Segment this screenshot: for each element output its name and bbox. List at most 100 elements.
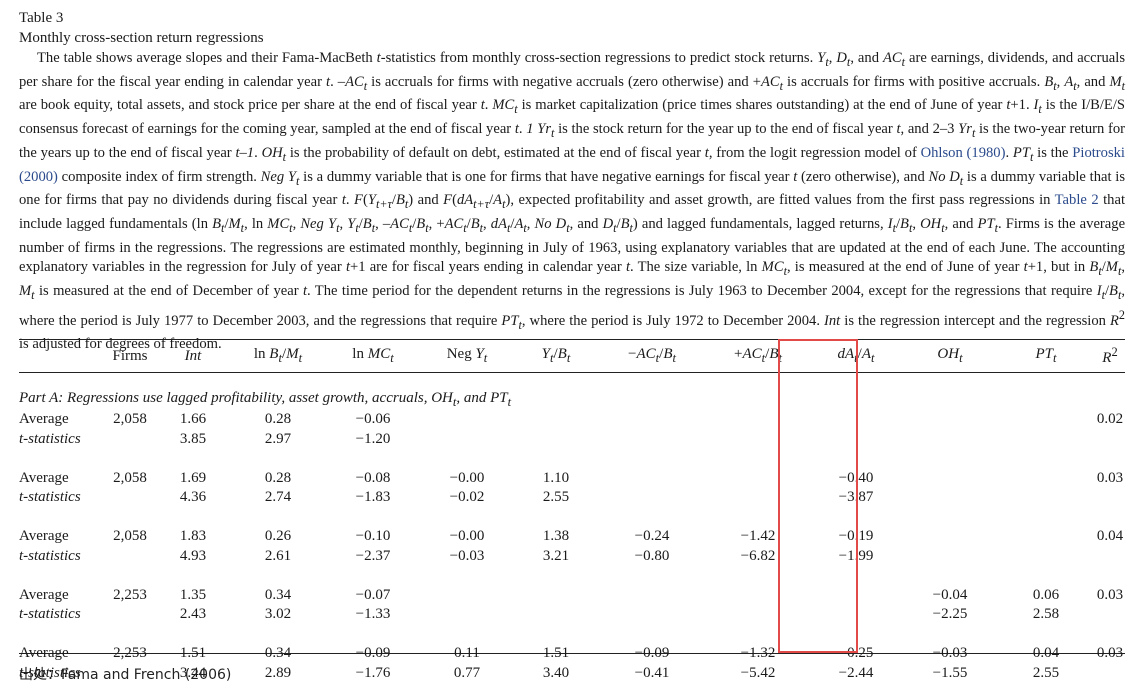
table-row: t-statistics 3.85 2.97 −1.20 — [19, 430, 1125, 450]
table-cell: 0.06 — [1032, 586, 1060, 603]
table-cell — [1095, 664, 1125, 684]
row-label-tstat: t-statistics — [19, 430, 81, 447]
table-row: Average 2,058 1.83 0.26 −0.10 −0.00 1.38 −0.24 −… — [19, 527, 1125, 547]
header-cell-10: OHt — [937, 346, 963, 365]
table-cell: −0.25 — [838, 645, 874, 662]
table-cell — [903, 488, 997, 508]
table-cell: −0.00 — [449, 469, 485, 486]
table-cell — [597, 469, 707, 489]
table-cell — [707, 469, 809, 489]
table-cell: 0.03 — [1096, 586, 1124, 603]
header-cell-4: ln MCt — [352, 346, 394, 365]
table-cell — [903, 430, 997, 450]
table-row: t-statistics 2.43 3.02 −1.33 −2.25 2.58 — [19, 605, 1125, 625]
table-cell — [997, 547, 1095, 567]
table-cell: −1.55 — [932, 664, 968, 681]
table-cell — [597, 586, 707, 606]
table-cell: −6.82 — [740, 547, 776, 564]
table-cell: 1.38 — [542, 528, 570, 545]
table-cell: 2,058 — [113, 411, 147, 428]
table-cell — [419, 410, 515, 430]
regression-table: Firms Int ln Bt/Mt ln MCt Neg Yt Yt/Bt −ACt/Bt… — [19, 340, 1125, 683]
row-label-average: Average — [19, 645, 69, 662]
table-cell — [103, 488, 157, 508]
table-top-rule — [19, 339, 1125, 340]
row-label-average: Average — [19, 586, 69, 603]
table-cell — [1095, 605, 1125, 625]
table-label: Table 3 — [19, 10, 64, 26]
table-cell: 0.03 — [1096, 645, 1124, 662]
row-label-average: Average — [19, 528, 69, 545]
table-cell — [997, 527, 1095, 547]
table-cell — [903, 547, 997, 567]
table-cell — [997, 469, 1095, 489]
table-cell: −0.03 — [932, 645, 968, 662]
header-cell-6: Yt/Bt — [541, 346, 571, 365]
table-row: t-statistics 4.36 2.74 −1.83 −0.02 2.55 −3.87 — [19, 488, 1125, 508]
table-cell: 1.51 — [179, 645, 207, 662]
table-cell — [419, 605, 515, 625]
table-cell: −0.80 — [634, 547, 670, 564]
table-cell — [419, 586, 515, 606]
header-cell-7: −ACt/Bt — [628, 346, 676, 365]
table-cell — [1095, 547, 1125, 567]
table-cell: 0.34 — [264, 586, 292, 603]
table-row: Average 2,058 1.69 0.28 −0.08 −0.00 1.10 −0.40 0… — [19, 469, 1125, 489]
table-cell: 2.89 — [264, 664, 292, 681]
table-cell: 2,253 — [113, 645, 147, 662]
table-cell — [809, 410, 903, 430]
table-cell: −1.33 — [355, 606, 391, 623]
table-cell: 3.44 — [179, 664, 207, 681]
table-cell: −0.24 — [634, 528, 670, 545]
table-cell — [103, 430, 157, 450]
table-cell — [809, 430, 903, 450]
table-cell: −0.10 — [355, 528, 391, 545]
table-cell — [1095, 488, 1125, 508]
table-cell — [809, 586, 903, 606]
table-cell: 0.26 — [264, 528, 292, 545]
table-cell: −0.19 — [838, 528, 874, 545]
table-cell — [515, 410, 597, 430]
table-cell — [597, 410, 707, 430]
table-cell: 2.43 — [179, 606, 207, 623]
table-cell: 0.11 — [454, 645, 480, 662]
table-cell: 0.04 — [1032, 645, 1060, 662]
table-cell: −0.07 — [355, 586, 391, 603]
table-cell: 0.34 — [264, 645, 292, 662]
table-cell: −2.25 — [932, 606, 968, 623]
table-cell: 4.93 — [179, 547, 207, 564]
table-row: Average 2,058 1.66 0.28 −0.06 0.02 — [19, 410, 1125, 430]
table-cell: −0.00 — [449, 528, 485, 545]
table-cell — [707, 430, 809, 450]
table-cell: −0.06 — [355, 411, 391, 428]
row-label-tstat: t-statistics — [19, 489, 81, 506]
header-cell-3: ln Bt/Mt — [253, 346, 303, 365]
table-cell: −1.83 — [355, 489, 391, 506]
table-bottom-rule — [19, 653, 1125, 654]
header-cell-0 — [19, 340, 103, 372]
table-cell: 0.28 — [264, 469, 292, 486]
table-cell: 0.02 — [1096, 411, 1124, 428]
header-cell-5: Neg Yt — [446, 346, 488, 365]
table-cell — [997, 410, 1095, 430]
row-label-tstat: t-statistics — [19, 547, 81, 564]
table-cell — [707, 605, 809, 625]
table-cell: 2.61 — [264, 547, 292, 564]
table-cell: 1.10 — [542, 469, 570, 486]
table-cell: −0.08 — [355, 469, 391, 486]
table-cell: 1.83 — [179, 528, 207, 545]
header-cell-1: Firms — [112, 347, 148, 364]
table-cell — [597, 430, 707, 450]
table-header-row: Firms Int ln Bt/Mt ln MCt Neg Yt Yt/Bt −ACt/Bt… — [19, 340, 1125, 372]
table-cell — [597, 488, 707, 508]
table-row: t-statistics 4.93 2.61 −2.37 −0.03 3.21 −0.80 −… — [19, 547, 1125, 567]
table-cell — [515, 430, 597, 450]
table-caption-block: Table 3 Monthly cross-section return reg… — [19, 8, 1125, 355]
table-cell — [597, 605, 707, 625]
table-cell: −1.99 — [838, 547, 874, 564]
table-cell: 2.58 — [1032, 606, 1060, 623]
table-cell: −5.42 — [740, 664, 776, 681]
table-cell: −0.03 — [449, 547, 485, 564]
table-cell: 2.55 — [1032, 664, 1060, 681]
table-cell — [997, 488, 1095, 508]
